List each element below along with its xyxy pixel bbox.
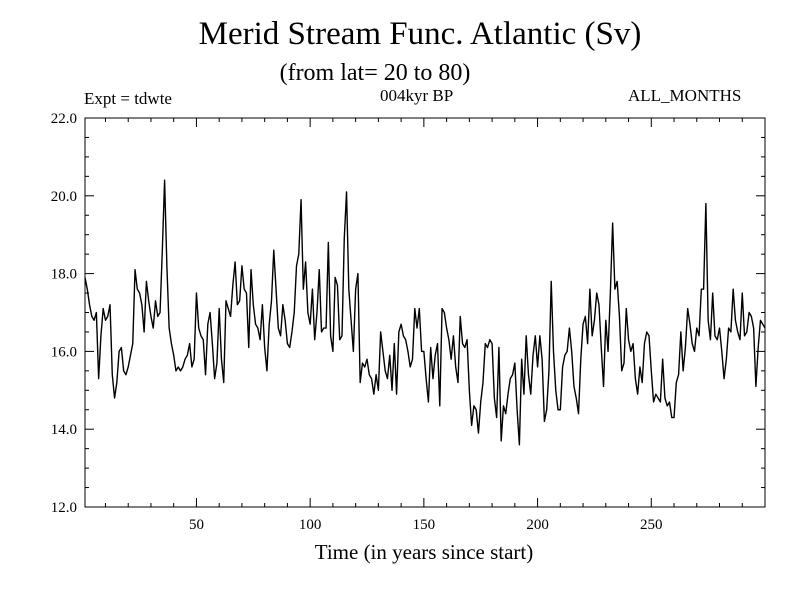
period-label: 004kyr BP xyxy=(380,86,454,105)
y-tick-label: 20.0 xyxy=(51,189,77,205)
axis-tick-labels: 12.0 14.0 16.0 18.0 20.0 22.0 50 100 150 200 250 xyxy=(51,111,663,533)
months-label: ALL_MONTHS xyxy=(628,86,742,105)
y-tick-label: 12.0 xyxy=(51,500,77,516)
x-tick-label: 100 xyxy=(299,517,322,533)
x-tick-label: 150 xyxy=(413,517,436,533)
series-line xyxy=(84,179,766,446)
chart-subtitle: (from lat= 20 to 80) xyxy=(279,60,471,86)
x-tick-label: 250 xyxy=(640,517,663,533)
y-tick-label: 16.0 xyxy=(51,344,77,360)
axis-ticks xyxy=(85,117,766,508)
x-tick-label: 200 xyxy=(526,517,549,533)
y-tick-label: 18.0 xyxy=(51,267,77,283)
series-layer xyxy=(84,179,766,446)
plot-frame xyxy=(84,117,766,508)
x-tick-label: 50 xyxy=(189,517,204,533)
y-tick-label: 14.0 xyxy=(51,422,77,438)
chart-title: Merid Stream Func. Atlantic (Sv) xyxy=(198,16,642,52)
y-tick-label: 22.0 xyxy=(51,111,77,127)
experiment-label: Expt = tdwte xyxy=(84,89,172,108)
x-axis-label: Time (in years since start) xyxy=(314,540,534,564)
